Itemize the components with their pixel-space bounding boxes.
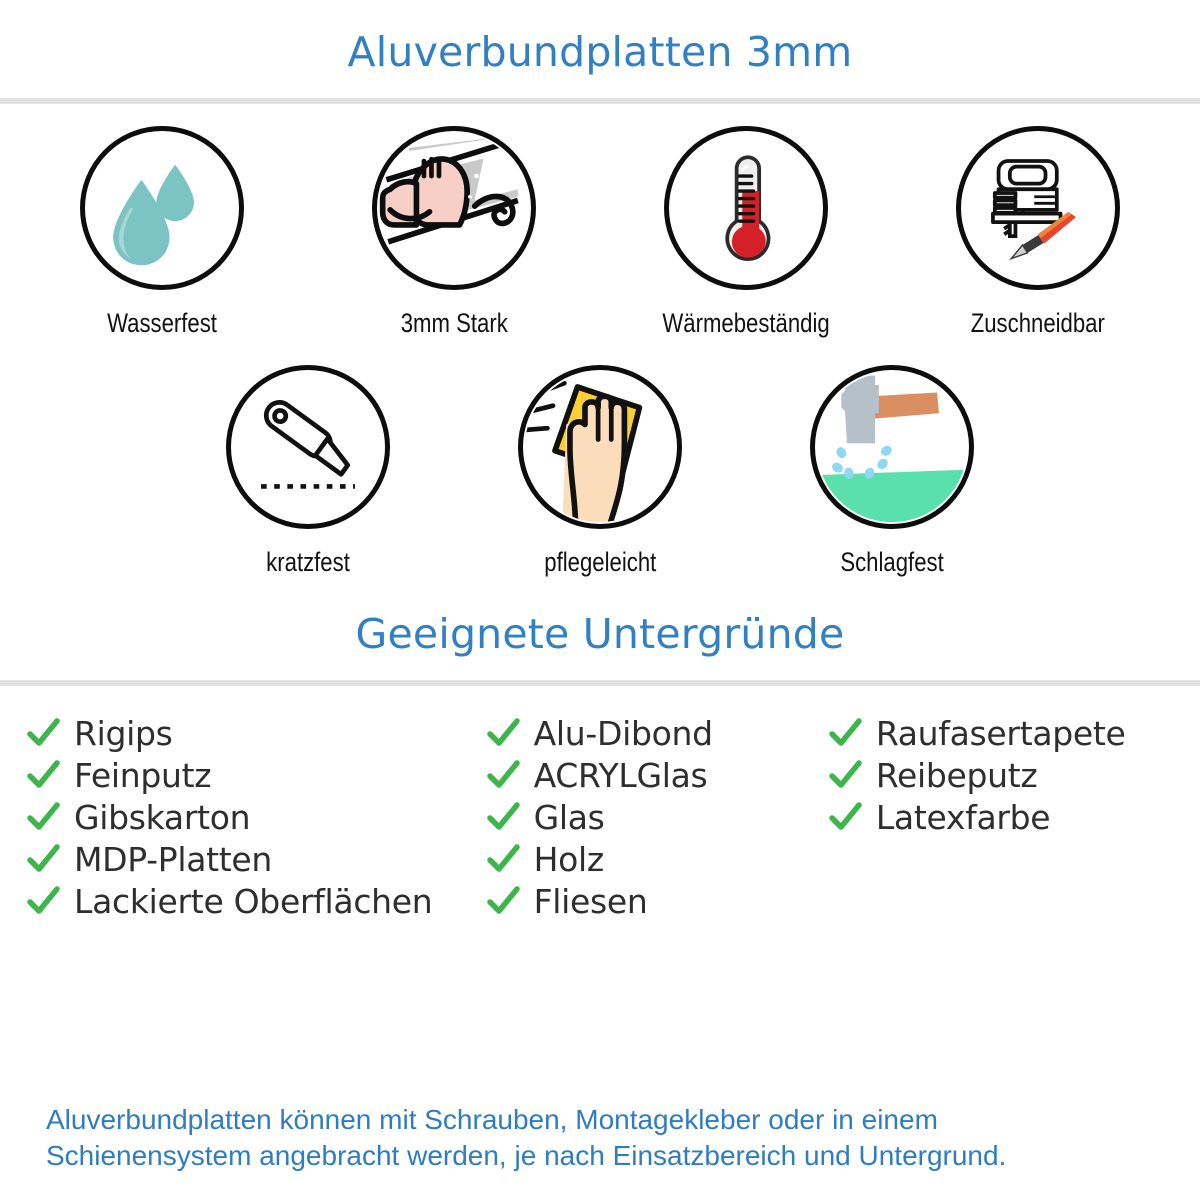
- list-item-label: MDP-Platten: [74, 839, 273, 879]
- list-item: MDP-Platten: [26, 838, 486, 880]
- check-icon: [26, 800, 60, 834]
- feature-label: Zuschneidbar: [970, 308, 1106, 338]
- check-icon: [486, 842, 520, 876]
- substrates-title: Geeignete Untergründe: [355, 610, 845, 658]
- substrate-column-3: Raufasertapete Reibeputz Latexfarbe: [828, 712, 1174, 922]
- feature-label: kratzfest: [266, 547, 350, 577]
- list-item-label: Gibskarton: [74, 797, 251, 837]
- list-item: Glas: [486, 796, 828, 838]
- page-title: Aluverbundplatten 3mm: [347, 28, 853, 76]
- list-item: Latexfarbe: [828, 796, 1174, 838]
- feature-3mm-stark: 3mm Stark: [338, 126, 570, 339]
- substrate-list: Rigips Feinputz Gibskarton MDP-Platten L…: [0, 686, 1200, 922]
- hammer-impact-icon: [810, 365, 974, 529]
- feature-label: Wasserfest: [107, 308, 217, 338]
- divider-top: [0, 98, 1200, 104]
- divider-bottom: [0, 680, 1200, 686]
- flexing-arm-icon: [372, 126, 536, 290]
- substrates-title-block: Geeignete Untergründe: [0, 588, 1200, 680]
- feature-kratzfest: kratzfest: [192, 365, 424, 578]
- list-item: Fliesen: [486, 880, 828, 922]
- check-icon: [26, 842, 60, 876]
- footer-line-2: Schienensystem angebracht werden, je nac…: [46, 1140, 1007, 1171]
- feature-pflegeleicht: pflegeleicht: [484, 365, 716, 578]
- feature-schlagfest: Schlagfest: [776, 365, 1008, 578]
- check-icon: [828, 758, 862, 792]
- feature-label: Schlagfest: [840, 547, 944, 577]
- feature-row-1: Wasserfest: [0, 126, 1200, 339]
- check-icon: [26, 884, 60, 918]
- jigsaw-cutter-icon: [956, 126, 1120, 290]
- list-item: Lackierte Oberflächen: [26, 880, 486, 922]
- list-item: Feinputz: [26, 754, 486, 796]
- list-item: Alu-Dibond: [486, 712, 828, 754]
- list-item-label: Raufasertapete: [875, 713, 1126, 753]
- footer-note: Aluverbundplatten können mit Schrauben, …: [46, 1102, 1160, 1174]
- list-item-label: Reibeputz: [875, 755, 1038, 795]
- list-item: ACRYLGlas: [486, 754, 828, 796]
- feature-grid: Wasserfest: [0, 104, 1200, 588]
- thermometer-icon: [664, 126, 828, 290]
- feature-waermebestaendig: Wärmebeständig: [630, 126, 862, 339]
- check-icon: [486, 800, 520, 834]
- substrate-column-2: Alu-Dibond ACRYLGlas Glas Holz Fliesen: [486, 712, 828, 922]
- check-icon: [486, 716, 520, 750]
- list-item-label: ACRYLGlas: [533, 755, 708, 795]
- check-icon: [26, 716, 60, 750]
- feature-row-2: kratzfest: [0, 365, 1200, 578]
- hand-wiping-cloth-icon: [518, 365, 682, 529]
- list-item-label: Lackierte Oberflächen: [74, 881, 433, 921]
- list-item: Raufasertapete: [828, 712, 1174, 754]
- list-item-label: Latexfarbe: [875, 797, 1051, 837]
- footer-line-1: Aluverbundplatten können mit Schrauben, …: [46, 1104, 938, 1135]
- list-item-label: Fliesen: [533, 881, 648, 921]
- list-item: Rigips: [26, 712, 486, 754]
- feature-wasserfest: Wasserfest: [46, 126, 278, 339]
- check-icon: [486, 884, 520, 918]
- feature-label: 3mm Stark: [400, 308, 508, 338]
- title-block: Aluverbundplatten 3mm: [0, 0, 1200, 98]
- list-item-label: Glas: [533, 797, 605, 837]
- list-item: Gibskarton: [26, 796, 486, 838]
- list-item-label: Feinputz: [74, 755, 212, 795]
- feature-label: pflegeleicht: [543, 547, 657, 577]
- list-item-label: Alu-Dibond: [533, 713, 713, 753]
- check-icon: [486, 758, 520, 792]
- water-drops-icon: [80, 126, 244, 290]
- list-item-label: Rigips: [74, 713, 173, 753]
- check-icon: [828, 716, 862, 750]
- check-icon: [828, 800, 862, 834]
- check-icon: [26, 758, 60, 792]
- list-item: Holz: [486, 838, 828, 880]
- substrate-column-1: Rigips Feinputz Gibskarton MDP-Platten L…: [26, 712, 486, 922]
- list-item: Reibeputz: [828, 754, 1174, 796]
- cutter-knife-scratch-icon: [226, 365, 390, 529]
- feature-zuschneidbar: Zuschneidbar: [922, 126, 1154, 339]
- feature-label: Wärmebeständig: [662, 308, 830, 338]
- list-item-label: Holz: [533, 839, 605, 879]
